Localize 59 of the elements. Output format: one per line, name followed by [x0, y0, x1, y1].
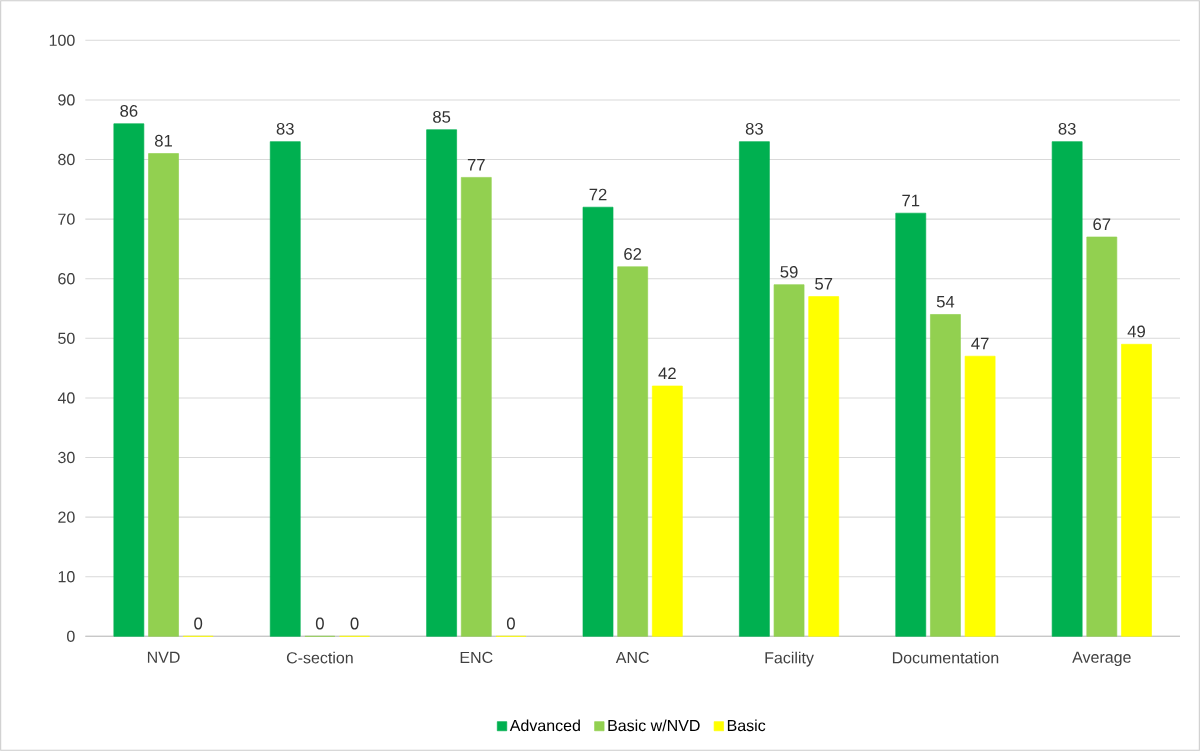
- y-tick-label: 70: [58, 213, 75, 225]
- x-tick-label: NVD: [147, 651, 180, 663]
- y-tick-label: 90: [58, 94, 75, 106]
- bar: [460, 177, 492, 637]
- data-label: 62: [624, 248, 642, 260]
- data-label: 71: [902, 194, 920, 207]
- data-label: 42: [658, 367, 676, 380]
- bar: [426, 129, 457, 637]
- bar: [1051, 141, 1083, 637]
- bar: [930, 314, 961, 637]
- bar: [739, 141, 770, 637]
- y-tick-label: 100: [49, 34, 75, 46]
- x-tick-label: ANC: [615, 651, 649, 664]
- y-tick-label: 0: [67, 630, 75, 642]
- x-tick-label: Average: [1072, 651, 1131, 667]
- data-label: 0: [194, 617, 203, 630]
- data-label: 47: [971, 337, 989, 350]
- data-label: 0: [315, 617, 324, 630]
- bar: [964, 355, 996, 637]
- data-label: 86: [120, 105, 138, 117]
- data-label: 57: [815, 278, 833, 290]
- data-label: 0: [506, 617, 515, 630]
- bar: [652, 385, 683, 637]
- bar: [773, 284, 805, 637]
- data-label: 83: [276, 122, 294, 135]
- bar: [148, 153, 179, 637]
- data-label: 85: [433, 111, 451, 123]
- bar: [113, 123, 145, 637]
- bar: [895, 212, 927, 637]
- data-label: 72: [589, 188, 607, 201]
- data-label: 83: [1058, 122, 1076, 135]
- y-tick-label: 20: [58, 511, 75, 523]
- data-label: 67: [1093, 218, 1111, 231]
- x-tick-label: C-section: [286, 651, 353, 664]
- y-tick-label: 60: [58, 273, 75, 285]
- data-label: 54: [936, 295, 955, 308]
- bar: [269, 141, 301, 637]
- data-label: 77: [467, 159, 485, 171]
- y-tick-label: 10: [58, 571, 75, 583]
- y-tick-label: 80: [58, 153, 75, 166]
- y-tick-label: 30: [58, 451, 75, 464]
- data-label: 83: [745, 122, 763, 135]
- data-label: 81: [154, 134, 172, 147]
- bar: [617, 266, 649, 637]
- x-tick-label: Facility: [765, 651, 814, 667]
- data-label: 59: [780, 265, 798, 278]
- x-tick-label: Documentation: [892, 651, 999, 664]
- data-label: 0: [350, 617, 359, 630]
- data-label: 49: [1127, 325, 1145, 338]
- bar: [582, 206, 614, 637]
- bar: [1121, 343, 1152, 637]
- y-tick-label: 50: [58, 332, 75, 344]
- x-tick-label: ENC: [460, 651, 493, 664]
- legend-label: Advanced: [509, 719, 580, 732]
- bar: [808, 296, 840, 637]
- y-tick-label: 40: [57, 392, 75, 404]
- legend-label: Basic: [727, 719, 766, 732]
- legend-label: Basic w/NVD: [608, 719, 700, 732]
- bar: [1086, 236, 1118, 637]
